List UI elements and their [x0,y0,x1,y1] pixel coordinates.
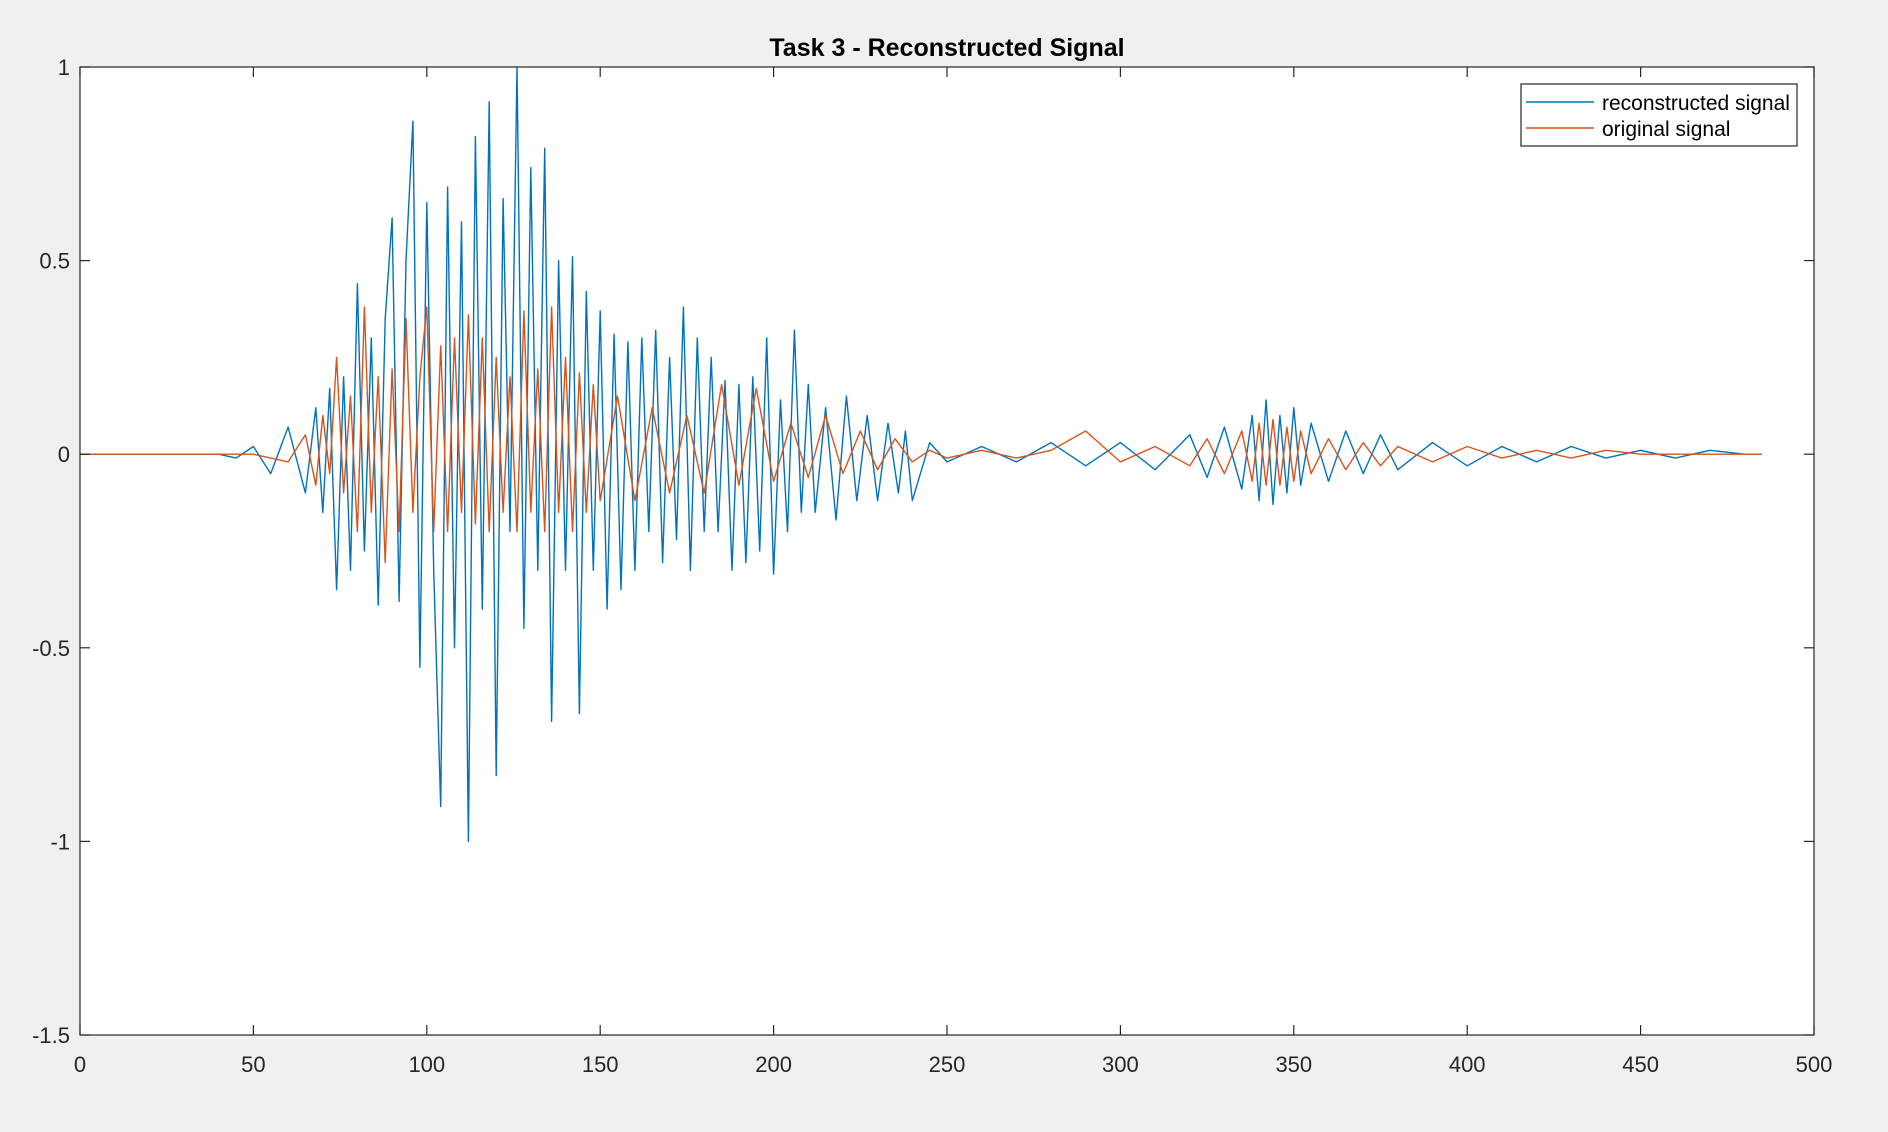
x-tick-label: 500 [1796,1052,1833,1077]
x-tick-label: 300 [1102,1052,1139,1077]
y-tick-label: 1 [58,55,70,80]
legend-label-original: original signal [1602,118,1730,141]
x-tick-label: 150 [582,1052,619,1077]
y-tick-label: -0.5 [32,636,70,661]
ticks-layer [79,66,1815,1036]
y-tick-label: 0.5 [39,249,70,274]
series-line-original-signal [80,306,1762,564]
legend-label-reconstructed: reconstructed signal [1602,92,1790,115]
legend: reconstructed signal original signal [1520,83,1798,147]
x-tick-label: 0 [74,1052,86,1077]
x-tick-label: 200 [755,1052,792,1077]
y-tick-label: -1 [50,829,70,854]
x-tick-label: 100 [408,1052,445,1077]
y-tick-label: 0 [58,442,70,467]
series-line-reconstructed-signal [80,66,1762,843]
tick-labels: 0 50 100 150 200 250 300 350 400 450 500 1 0.5 0 -0.5 -… [32,55,1832,1077]
x-tick-label: 350 [1275,1052,1312,1077]
x-tick-label: 50 [241,1052,265,1077]
series-layer [80,66,1762,843]
chart-title: Task 3 - Reconstructed Signal [769,34,1124,62]
x-tick-label: 450 [1622,1052,1659,1077]
x-tick-label: 400 [1449,1052,1486,1077]
legend-box [1520,83,1798,147]
y-tick-label: -1.5 [32,1023,70,1048]
x-tick-label: 250 [929,1052,966,1077]
plot-area [80,67,1814,1035]
